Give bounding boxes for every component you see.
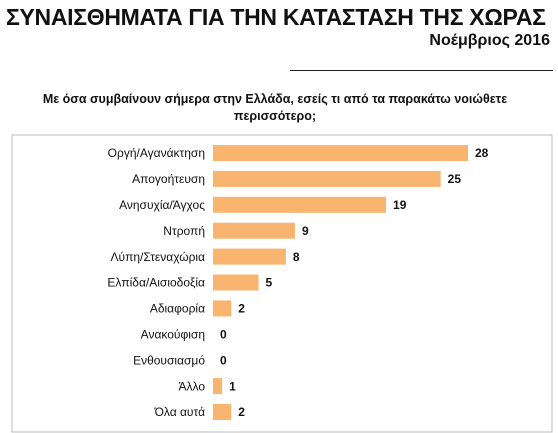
plot-frame — [11, 134, 553, 433]
bar — [213, 378, 223, 395]
value-label: 28 — [475, 146, 489, 160]
bar — [213, 222, 295, 239]
bar — [213, 170, 441, 187]
bar — [213, 300, 232, 317]
value-label: 25 — [448, 172, 462, 186]
bar — [213, 404, 232, 420]
question: Με όσα συμβαίνουν σήμερα στην Ελλάδα, εσ… — [42, 92, 508, 123]
category-label: Αδιαφορία — [150, 302, 205, 316]
value-label: 1 — [229, 379, 236, 393]
value-label: 5 — [266, 276, 273, 290]
value-label: 0 — [220, 353, 227, 367]
value-label: 8 — [293, 250, 300, 264]
value-label: 2 — [238, 405, 245, 419]
category-label: Ανησυχία/Άγχος — [119, 198, 205, 212]
category-label: Άλλο — [178, 379, 205, 393]
chart-title: ΣΥΝΑΙΣΘΗΜΑΤΑ ΓΙΑ ΤΗΝ ΚΑΤΑΣΤΑΣΗ ΤΗΣ ΧΩΡΑΣ — [6, 4, 546, 30]
bar — [213, 248, 286, 265]
category-label: Λύπη/Στεναχώρια — [110, 250, 205, 264]
divider — [290, 70, 553, 71]
category-label: Ανακούφιση — [141, 327, 205, 341]
bar — [213, 274, 259, 291]
chart-subtitle: Νοέμβριος 2016 — [429, 32, 550, 49]
category-label: Όλα αυτά — [154, 405, 205, 419]
value-label: 19 — [393, 198, 407, 212]
value-label: 9 — [302, 224, 309, 238]
bar — [213, 196, 387, 213]
value-label: 0 — [220, 327, 227, 341]
category-label: Απογοήτευση — [132, 172, 205, 186]
category-label: Ελπίδα/Αισιοδοξία — [107, 276, 205, 290]
value-label: 2 — [238, 302, 245, 316]
category-label: Οργή/Αγανάκτηση — [108, 146, 205, 160]
category-label: Ενθουσιασμό — [133, 353, 205, 367]
bar — [213, 145, 468, 161]
category-label: Ντροπή — [163, 224, 205, 238]
